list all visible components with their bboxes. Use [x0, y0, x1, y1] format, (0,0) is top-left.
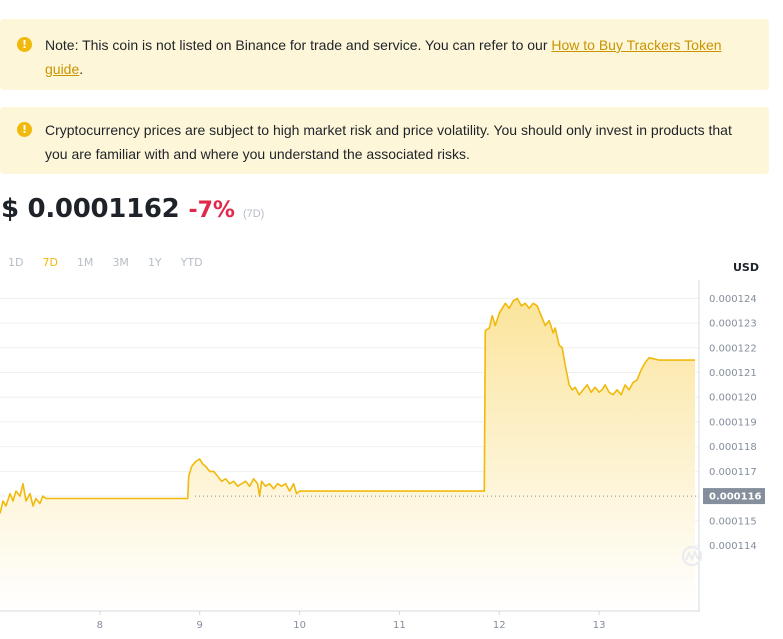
price-area-fill — [0, 298, 695, 611]
x-tick-label: 10 — [293, 620, 306, 631]
y-tick-label: 0.000119 — [709, 417, 757, 428]
listing-notice-text: Note: This coin is not listed on Binance… — [45, 37, 552, 53]
x-tick-label: 12 — [493, 620, 506, 631]
price-chart[interactable]: 0.000114 0.000115 0.000116 0.000117 0.000118… — [0, 280, 783, 639]
how-to-buy-guide-link[interactable]: How to Buy Trackers Token guide — [45, 37, 722, 77]
x-tick-label: 8 — [97, 620, 103, 631]
y-tick-label: 0.000121 — [709, 368, 757, 379]
tab-ytd[interactable]: YTD — [180, 256, 203, 269]
tab-1d[interactable]: 1D — [8, 256, 24, 269]
y-tick-label: 0.000114 — [709, 541, 757, 552]
tab-3m[interactable]: 3M — [112, 256, 129, 269]
current-price-label: 0.000116 — [709, 492, 762, 503]
y-tick-label: 0.000115 — [709, 516, 757, 527]
listing-notice-period: . — [79, 61, 84, 77]
price-header: $ 0.0001162 -7% (7D) — [1, 194, 264, 228]
tab-1m[interactable]: 1M — [76, 256, 94, 269]
chart-axes — [0, 280, 700, 612]
y-tick-label: 0.000118 — [709, 442, 757, 453]
warning-icon: ! — [17, 122, 32, 137]
x-axis-ticks: 8 9 10 11 12 13 — [97, 611, 606, 631]
current-price-badge — [703, 488, 765, 505]
y-tick-label: 0.000123 — [709, 319, 757, 330]
warning-icon: ! — [17, 37, 32, 52]
y-tick-label: 0.000117 — [709, 467, 757, 478]
price-line — [0, 297, 695, 514]
tab-1y[interactable]: 1Y — [147, 256, 162, 269]
risk-notice-text: Cryptocurrency prices are subject to hig… — [45, 122, 732, 162]
y-tick-label: 0.000124 — [709, 294, 757, 305]
current-price: $ 0.0001162 — [1, 194, 180, 224]
x-tick-label: 13 — [593, 620, 606, 631]
coinmarketcap-icon — [681, 545, 703, 567]
listing-notice: ! Note: This coin is not listed on Binan… — [0, 19, 769, 90]
x-tick-label: 11 — [393, 620, 406, 631]
price-change: -7% — [188, 198, 235, 223]
tab-7d[interactable]: 7D — [42, 256, 58, 269]
time-range-tabs: 1D 7D 1M 3M 1Y YTD — [8, 256, 222, 269]
risk-notice: ! Cryptocurrency prices are subject to h… — [0, 107, 769, 174]
change-period: (7D) — [242, 208, 265, 220]
chart-area-layer — [0, 297, 695, 611]
current-price-marker: 0.000116 — [195, 488, 765, 505]
y-tick-label: 0.000122 — [709, 343, 757, 354]
currency-label: USD — [733, 261, 759, 274]
y-axis-ticks: 0.0001140.0001150.0001160.0001170.000118… — [709, 294, 757, 552]
x-tick-label: 9 — [197, 620, 203, 631]
y-tick-label: 0.000120 — [709, 393, 757, 404]
